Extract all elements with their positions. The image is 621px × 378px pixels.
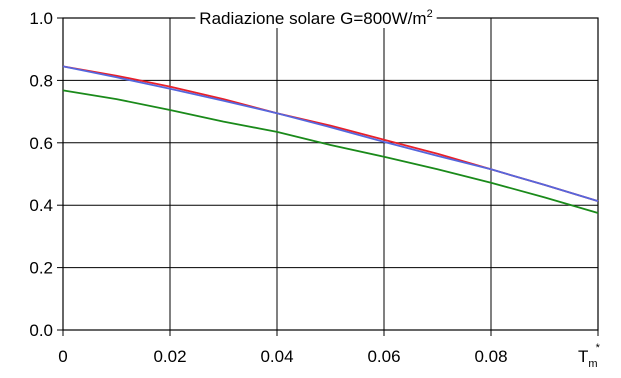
chart-title: Radiazione solare G=800W/m2 [199, 8, 432, 28]
x-axis-label-subscript: m [588, 358, 597, 370]
y-tick-label: 0.6 [29, 134, 53, 153]
series-line-1 [62, 65, 599, 202]
x-tick-label: 0.08 [474, 347, 507, 366]
chart-title-main: Radiazione solare G=800W/m [199, 9, 426, 28]
x-axis-label-main: T [578, 347, 588, 366]
series-lines [62, 65, 599, 214]
series-line-2 [62, 65, 599, 202]
plot-border [62, 17, 599, 331]
y-tick-label: 1.0 [29, 9, 53, 28]
x-tick-label: 0.02 [153, 347, 186, 366]
series-line-3 [62, 89, 599, 214]
chart-title-superscript: 2 [427, 8, 433, 20]
x-tick-label: 0.04 [260, 347, 293, 366]
x-axis-label-superscript: * [596, 342, 601, 354]
tick-labels: 0.0 0.2 0.4 0.6 0.8 1.0 0 0.02 0.04 0.06 0.08 [29, 9, 507, 366]
x-tick-label: 0 [58, 347, 67, 366]
x-axis-label: Tm * [578, 342, 601, 370]
y-tick-label: 0.8 [29, 71, 53, 90]
x-tick-label: 0.06 [367, 347, 400, 366]
chart-title-group: Radiazione solare G=800W/m2 [195, 8, 437, 28]
y-tick-label: 0.0 [29, 321, 53, 340]
grid-lines [62, 17, 599, 331]
y-tick-label: 0.2 [29, 259, 53, 278]
chart-title-background [195, 8, 437, 28]
y-tick-label: 0.4 [29, 196, 53, 215]
